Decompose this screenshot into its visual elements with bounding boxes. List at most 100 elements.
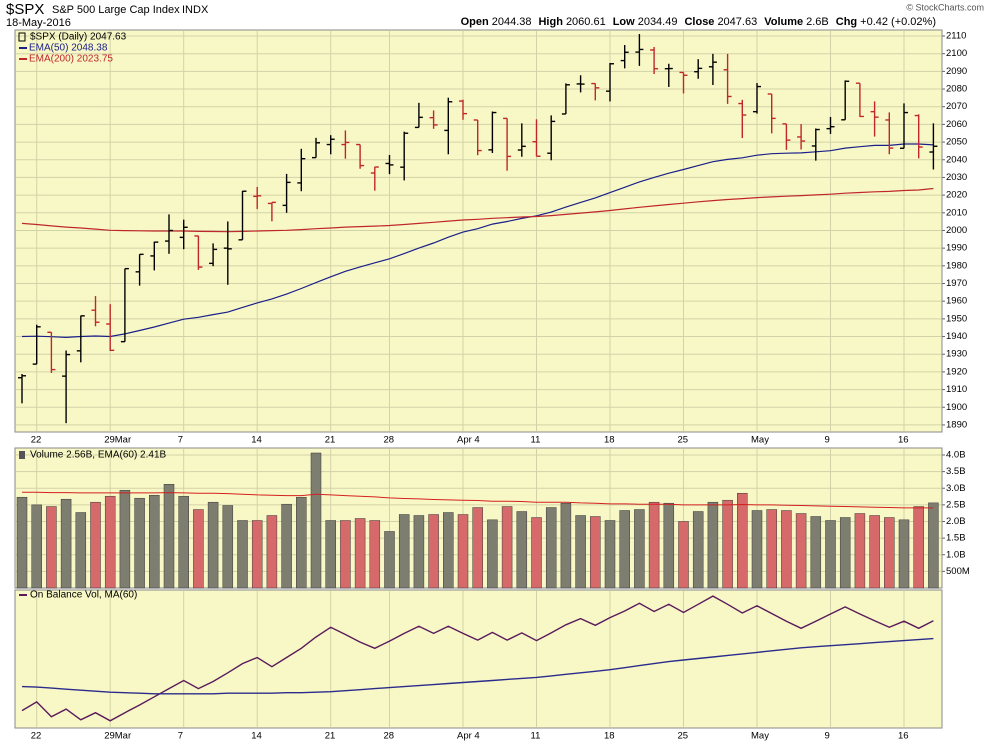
y-tick-label: 1950 (946, 313, 967, 324)
volume-bar (354, 518, 366, 589)
x-tick-label: 11 (531, 435, 541, 446)
volume-bar (428, 514, 439, 589)
volume-bar (692, 511, 704, 589)
ema-line (21, 143, 934, 339)
panel-title: Volume 2.56B, EMA(60) 2.41B (30, 450, 167, 461)
volume-bar (90, 501, 101, 589)
x-tick-label: 14 (251, 435, 262, 446)
volume-bar (296, 496, 307, 589)
volume-bar (913, 506, 924, 589)
volume-bar (501, 506, 513, 589)
y-tick-label: 1930 (946, 349, 967, 360)
x-tick-label: 29Mar (104, 731, 131, 742)
volume-bar (898, 519, 910, 589)
x-tick-label: 9 (825, 435, 830, 446)
quote-value: +0.42 (+0.02%) (860, 16, 936, 28)
volume-bar (222, 505, 234, 589)
volume-bar (751, 510, 763, 589)
x-tick-label: 28 (384, 731, 395, 742)
x-tick-label: Apr 4 (457, 435, 480, 446)
obv-line (21, 595, 934, 722)
quote-label: Chg (836, 16, 857, 28)
volume-bar (325, 520, 336, 589)
volume-bar (604, 520, 616, 589)
y-tick-label: 1960 (946, 296, 967, 307)
volume-bar (839, 517, 851, 589)
y-tick-label: 1910 (946, 384, 967, 395)
exchange: INDX (182, 4, 209, 16)
y-tick-label: 3.0B (946, 483, 966, 494)
volume-bar (413, 515, 425, 589)
volume-bar (16, 496, 28, 589)
volume-bar (560, 502, 572, 589)
panel-title: On Balance Vol, MA(60) (30, 590, 137, 601)
volume-bar (75, 512, 87, 589)
y-tick-label: 1980 (946, 260, 967, 271)
volume-bar (810, 516, 822, 589)
volume-bar (531, 517, 542, 589)
volume-bar (545, 507, 557, 589)
volume-bar (854, 513, 866, 589)
volume-bar (178, 495, 189, 589)
volume-bar (619, 510, 630, 589)
y-tick-label: 2080 (946, 84, 967, 95)
x-tick-label: 18 (604, 731, 615, 742)
volume-bar (457, 514, 469, 589)
volume-bar (119, 489, 131, 589)
y-tick-label: 3.5B (946, 466, 966, 477)
legend-icon (19, 451, 25, 459)
y-tick-label: 2020 (946, 190, 967, 201)
y-tick-label: 1890 (946, 419, 967, 430)
volume-bar (766, 509, 777, 589)
y-tick-label: 2060 (946, 119, 967, 130)
description: S&P 500 Large Cap Index (52, 4, 180, 16)
volume-bar (648, 501, 660, 589)
x-tick-label: May (751, 731, 769, 742)
copyright: © StockCharts.com (906, 2, 984, 12)
volume-bar (398, 514, 410, 589)
x-tick-label: 25 (678, 731, 689, 742)
quote-value: 2034.49 (638, 16, 678, 28)
volume-bar (575, 515, 586, 589)
quote-label: High (538, 16, 563, 28)
volume-bar (795, 513, 807, 589)
volume-bar (340, 520, 351, 589)
volume-bar (60, 498, 72, 589)
quote-value: 2047.63 (717, 16, 757, 28)
volume-bar (281, 503, 292, 589)
y-tick-label: 1920 (946, 366, 967, 377)
volume-bar (663, 502, 675, 589)
x-tick-label: 21 (325, 435, 336, 446)
x-tick-label: 7 (178, 435, 183, 446)
x-tick-label: 16 (898, 731, 909, 742)
obv-line (21, 637, 934, 695)
symbol: $SPX (6, 1, 44, 18)
y-tick-label: 2110 (946, 31, 966, 42)
y-tick-label: 500M (946, 566, 970, 577)
volume-bar (266, 515, 278, 589)
quote-label: Volume (764, 16, 803, 28)
y-tick-label: 1.5B (946, 533, 966, 544)
quote-value: 2060.61 (566, 16, 606, 28)
volume-bar (149, 494, 160, 589)
y-tick-label: 4.0B (946, 449, 966, 460)
volume-bar (369, 520, 381, 589)
volume-bar (134, 497, 145, 589)
volume-bar (634, 509, 645, 589)
y-tick-label: 1.0B (946, 549, 966, 560)
legend-icon (18, 32, 26, 42)
x-tick-label: 22 (31, 731, 42, 742)
y-tick-label: 2.5B (946, 499, 966, 510)
volume-bar (487, 519, 498, 589)
volume-bar (384, 531, 395, 589)
x-tick-label: 16 (898, 435, 909, 446)
quote-value: 2044.38 (492, 16, 532, 28)
volume-bar (104, 495, 116, 589)
y-tick-label: 2070 (946, 101, 967, 112)
y-tick-label: 2010 (946, 207, 967, 218)
x-tick-label: 21 (325, 731, 336, 742)
y-tick-label: 2040 (946, 154, 967, 165)
quote-label: Close (684, 16, 714, 28)
y-tick-label: 2000 (946, 225, 967, 236)
